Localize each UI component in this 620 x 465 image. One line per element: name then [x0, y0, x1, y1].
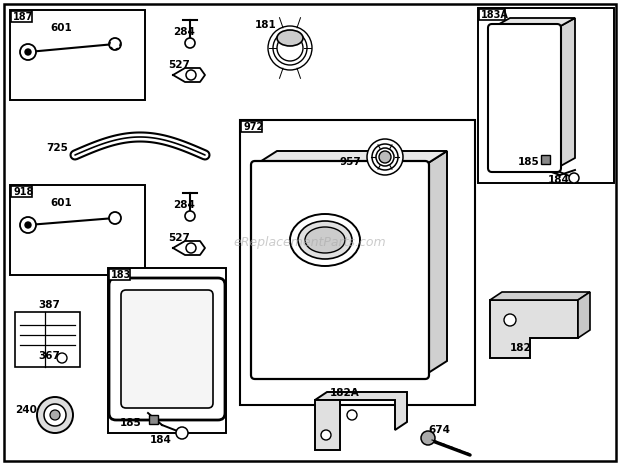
Circle shape [347, 410, 357, 420]
FancyBboxPatch shape [109, 278, 225, 420]
Text: 181: 181 [255, 20, 277, 30]
Text: 187: 187 [13, 12, 33, 21]
Text: 184: 184 [548, 175, 570, 185]
Text: 957: 957 [340, 157, 361, 167]
Text: 182: 182 [510, 343, 532, 353]
Text: 527: 527 [168, 60, 190, 70]
Text: 387: 387 [38, 300, 60, 310]
Text: 183A: 183A [481, 9, 509, 20]
Text: 367: 367 [38, 351, 60, 361]
Circle shape [372, 144, 398, 170]
FancyBboxPatch shape [11, 11, 32, 22]
FancyBboxPatch shape [108, 268, 226, 433]
Text: 284: 284 [173, 27, 195, 37]
Circle shape [20, 217, 36, 233]
Text: 240: 240 [15, 405, 37, 415]
Circle shape [25, 49, 31, 55]
Text: 972: 972 [243, 121, 264, 132]
FancyBboxPatch shape [4, 4, 616, 461]
Ellipse shape [305, 227, 345, 253]
Text: 183: 183 [111, 270, 131, 279]
Ellipse shape [290, 214, 360, 266]
Circle shape [268, 26, 312, 70]
Circle shape [321, 430, 331, 440]
Polygon shape [492, 18, 575, 28]
Circle shape [37, 397, 73, 433]
Text: 182A: 182A [330, 388, 360, 398]
Text: eReplacementParts.com: eReplacementParts.com [234, 236, 386, 249]
FancyBboxPatch shape [10, 185, 145, 275]
FancyBboxPatch shape [251, 161, 429, 379]
Circle shape [109, 38, 121, 50]
Polygon shape [255, 151, 447, 165]
Polygon shape [490, 292, 590, 300]
Circle shape [421, 431, 435, 445]
Text: 918: 918 [13, 186, 33, 197]
Polygon shape [490, 300, 578, 358]
Text: 185: 185 [518, 157, 540, 167]
Circle shape [376, 148, 394, 166]
Text: 601: 601 [50, 198, 72, 208]
Circle shape [50, 410, 60, 420]
FancyBboxPatch shape [121, 290, 213, 408]
Text: 601: 601 [50, 23, 72, 33]
Circle shape [109, 212, 121, 224]
Polygon shape [425, 151, 447, 375]
Circle shape [569, 173, 579, 183]
Circle shape [273, 31, 307, 65]
Circle shape [186, 243, 196, 253]
Circle shape [20, 44, 36, 60]
Polygon shape [557, 18, 575, 168]
FancyBboxPatch shape [241, 121, 262, 132]
Circle shape [186, 70, 196, 80]
Circle shape [185, 211, 195, 221]
FancyBboxPatch shape [479, 9, 505, 20]
Circle shape [504, 314, 516, 326]
Circle shape [277, 35, 303, 61]
Text: 184: 184 [150, 435, 172, 445]
Text: 527: 527 [168, 233, 190, 243]
FancyBboxPatch shape [11, 186, 32, 197]
Circle shape [44, 404, 66, 426]
FancyBboxPatch shape [478, 8, 614, 183]
FancyBboxPatch shape [541, 155, 550, 164]
FancyBboxPatch shape [149, 415, 158, 424]
FancyBboxPatch shape [240, 120, 475, 405]
Polygon shape [315, 392, 407, 430]
Polygon shape [315, 400, 340, 450]
FancyBboxPatch shape [109, 269, 130, 280]
Circle shape [57, 353, 67, 363]
Circle shape [25, 222, 31, 228]
Circle shape [367, 139, 403, 175]
Text: 284: 284 [173, 200, 195, 210]
Text: 725: 725 [46, 143, 68, 153]
Text: 674: 674 [428, 425, 450, 435]
Circle shape [379, 151, 391, 163]
Text: 185: 185 [120, 418, 142, 428]
FancyBboxPatch shape [10, 10, 145, 100]
Ellipse shape [298, 221, 352, 259]
Circle shape [176, 427, 188, 439]
FancyBboxPatch shape [488, 24, 561, 172]
FancyBboxPatch shape [15, 312, 80, 367]
Circle shape [185, 38, 195, 48]
Ellipse shape [277, 30, 303, 46]
Polygon shape [578, 292, 590, 338]
